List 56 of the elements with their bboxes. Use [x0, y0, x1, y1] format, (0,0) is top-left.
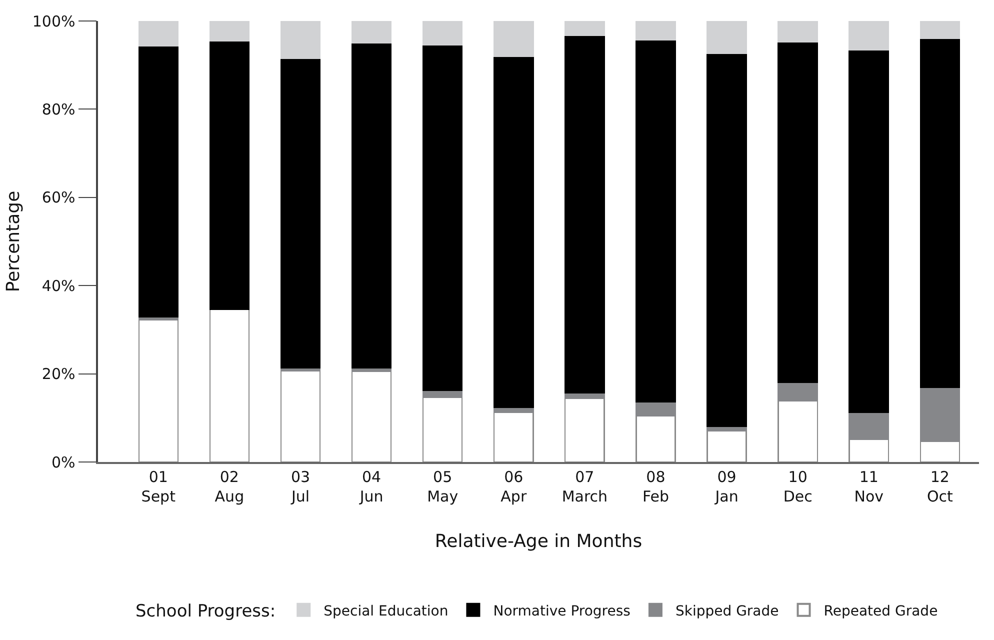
y-axis-title: Percentage — [3, 190, 24, 292]
bar — [848, 21, 890, 51]
x-tick-label: 02 Aug — [214, 468, 244, 506]
bar — [636, 21, 676, 41]
bar — [920, 38, 960, 388]
bar — [280, 370, 321, 462]
x-tick-label: 12 Oct — [926, 468, 954, 506]
y-tick-label: 20% — [42, 365, 76, 384]
y-tick-label: 100% — [32, 12, 76, 30]
bar — [778, 41, 818, 383]
bar — [778, 21, 818, 42]
legend-title: School Progress: — [136, 601, 276, 622]
bar — [422, 44, 463, 392]
bar — [351, 42, 392, 369]
x-tick-label: 05 May — [427, 468, 458, 506]
bar — [351, 21, 392, 44]
x-tick-label: 03 Jul — [290, 468, 310, 506]
x-axis-title: Relative-Age in Months — [434, 530, 642, 552]
bar — [209, 308, 250, 462]
bar — [493, 412, 534, 462]
y-tick-label: 80% — [42, 100, 76, 118]
bar — [209, 21, 250, 42]
bar — [493, 21, 534, 57]
bar — [138, 46, 179, 318]
bar — [706, 21, 747, 54]
legend-label: Normative Progress — [493, 603, 630, 620]
bar — [280, 21, 321, 60]
bar — [636, 39, 676, 403]
bar — [848, 50, 890, 414]
bar — [706, 52, 747, 427]
bar — [280, 58, 321, 369]
x-tick-label: 08 Feb — [642, 468, 670, 506]
bar — [138, 21, 179, 47]
x-tick-label: 09 Jan — [714, 468, 738, 506]
x-tick-label: 11 Nov — [854, 468, 884, 506]
bar — [920, 21, 960, 40]
x-tick-label: 01 Sept — [141, 468, 176, 506]
bar — [209, 40, 250, 310]
bar — [564, 398, 605, 462]
x-tick-label: 06 Apr — [500, 468, 528, 506]
x-tick-label: 10 Dec — [783, 468, 812, 506]
bar — [493, 56, 534, 408]
bar — [564, 34, 605, 394]
bar — [422, 21, 463, 46]
y-tick-label: 60% — [42, 188, 76, 207]
x-tick-label: 07 March — [562, 468, 608, 506]
y-tick-label: 0% — [51, 453, 76, 472]
bar — [138, 319, 179, 462]
bar — [706, 430, 747, 462]
bar — [351, 371, 392, 462]
y-tick-label: 40% — [42, 276, 76, 295]
bar — [564, 21, 605, 36]
legend-label: Special Education — [324, 603, 448, 620]
x-tick-label: 04 Jun — [358, 468, 384, 506]
legend-label: Repeated Grade — [824, 603, 938, 620]
legend-label: Skipped Grade — [675, 603, 779, 620]
